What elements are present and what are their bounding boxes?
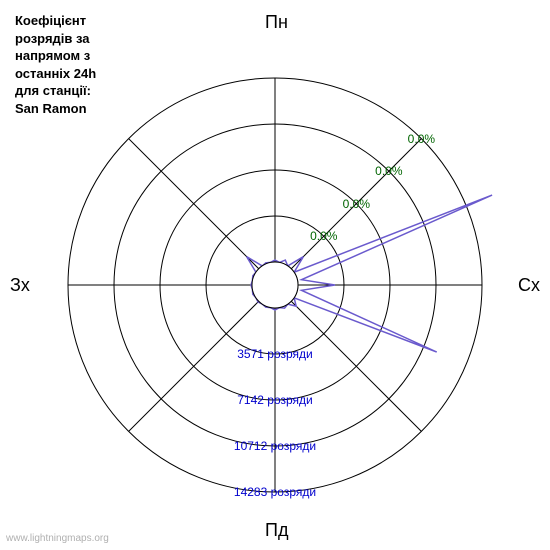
ring-count-label: 10712 розряди (234, 439, 316, 453)
axis-spoke (129, 139, 259, 269)
cardinal-east: Сх (518, 275, 540, 296)
ring-percent-label: 0.0% (408, 132, 435, 146)
ring-percent-label: 0.0% (375, 164, 402, 178)
cardinal-west: Зх (10, 275, 30, 296)
cardinal-south: Пд (265, 520, 288, 541)
polar-chart-container: Коефіцієнт розрядів за напрямом з останн… (0, 0, 550, 550)
cardinal-north: Пн (265, 12, 288, 33)
chart-title: Коефіцієнт розрядів за напрямом з останн… (15, 12, 96, 117)
ring-count-label: 14283 розряди (234, 485, 316, 499)
ring-percent-label: 0.0% (310, 229, 337, 243)
footer-link[interactable]: www.lightningmaps.org (6, 533, 109, 544)
inner-mask-circle (252, 262, 298, 308)
ring-count-label: 7142 розряди (237, 393, 313, 407)
axis-spoke (129, 301, 259, 431)
ring-percent-label: 0.0% (343, 197, 370, 211)
ring-count-label: 3571 розряди (237, 347, 313, 361)
